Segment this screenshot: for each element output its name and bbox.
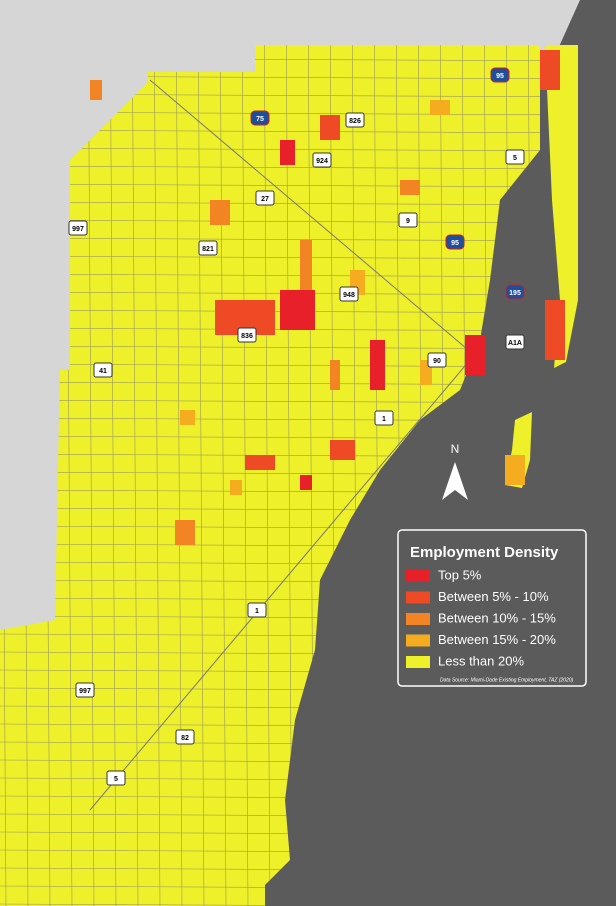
density-zones [90,50,565,545]
shield [106,770,126,786]
shield [490,67,510,83]
shield [75,682,95,698]
legend-label: Between 10% - 15% [438,610,556,625]
density-patch [540,50,560,90]
road [89,359,471,811]
density-patch [175,520,195,545]
legend-swatch [406,570,430,582]
shield-label: 95 [451,240,459,247]
shield [505,149,525,165]
shield-label: 9 [406,218,410,225]
shield-label: 826 [349,118,361,125]
shield-label: 997 [72,226,84,233]
density-patch [245,455,275,470]
density-patch [300,475,312,490]
shield-label: 948 [343,292,355,299]
shield-label: A1A [508,340,522,347]
road [0,129,540,134]
shield-label: 5 [114,776,118,783]
north-arrow: N [442,442,468,500]
density-patch [330,360,340,390]
legend-label: Top 5% [438,567,482,582]
density-patch [180,410,195,425]
density-patch [465,335,485,375]
legend-label: Between 15% - 20% [438,632,556,647]
legend-items: Top 5% Between 5% - 10% Between 10% - 15% B… [406,567,556,668]
road [197,45,205,906]
shield-label: 997 [79,688,91,695]
road [153,45,161,906]
shield [68,220,88,236]
shield-label: 95 [496,73,504,80]
shield [198,240,218,256]
shield [445,234,465,250]
shield-label: 195 [509,290,521,297]
road [219,45,227,906]
density-patch [430,100,450,115]
density-patch [505,455,525,485]
density-patch [280,140,295,165]
road [0,147,540,152]
density-patch [90,80,102,100]
legend-label: Between 5% - 10% [438,589,549,604]
shield-label: 1 [382,416,386,423]
road [263,45,271,906]
density-patch [300,240,312,290]
shield [505,284,525,300]
legend-swatch [406,591,430,604]
legend-label: Less than 20% [438,653,524,668]
shield-label: 75 [256,116,264,123]
density-patch [210,200,230,225]
shield [175,729,195,745]
density-patch [400,180,420,195]
shield [255,190,275,206]
shield-label: 836 [241,333,253,340]
shield [398,212,418,228]
shield-label: 90 [433,358,441,365]
shield-label: 27 [261,196,269,203]
shield [250,110,270,126]
north-arrow-shape [442,462,468,500]
road [175,45,183,906]
shield-label: 1 [255,608,259,615]
legend-swatch [406,613,430,625]
density-patch [320,115,340,140]
legend-swatch [406,634,430,647]
shield [374,410,394,426]
north-label: N [451,442,460,456]
density-patch [370,340,385,390]
road [0,183,540,188]
shield [345,112,365,128]
road [87,45,95,906]
shield-label: 82 [181,735,189,742]
barrier-island [545,45,578,368]
legend: Employment Density Top 5% Between 5% - 10… [397,529,587,687]
legend-box [397,529,587,687]
shield-label: 5 [513,155,517,162]
shield [427,352,447,368]
shield-label: 41 [99,368,107,375]
density-patch [545,300,565,360]
shield-label: 924 [316,158,328,165]
road [241,45,249,906]
shield [93,362,113,378]
shield [505,334,525,350]
road-shields: 95 75 826 924 5 27 9 997 821 95 948 195 836 90 A1A 41 1 1… [68,67,525,786]
county-land [0,45,540,906]
shield [339,286,359,302]
road [0,165,540,170]
shield [247,602,267,618]
road [149,79,481,361]
density-patch [230,480,242,495]
shield [237,327,257,343]
density-patch [330,440,355,460]
density-patch [280,290,315,330]
road [109,45,117,906]
legend-title: Employment Density [410,544,559,561]
data-source: Data Source: Miami-Dade Existing Employm… [440,677,574,683]
shield [312,152,332,168]
shield-label: 821 [202,246,214,253]
legend-swatch [406,656,430,668]
